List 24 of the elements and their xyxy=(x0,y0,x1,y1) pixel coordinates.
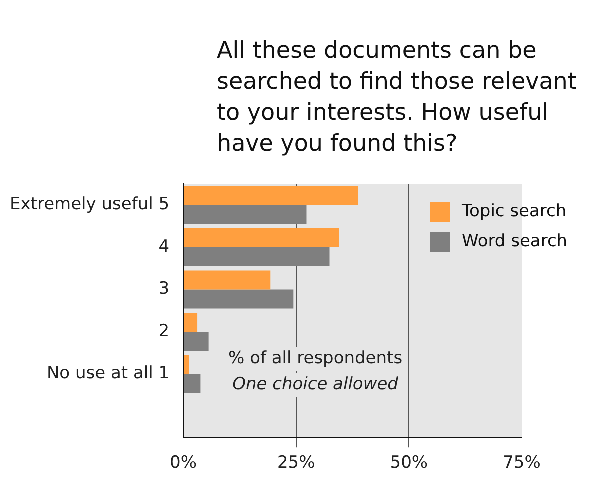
x-tick-label: 0% xyxy=(170,453,198,474)
annotation: One choice allowed xyxy=(232,374,399,395)
y-tick-label: 2 xyxy=(158,321,170,342)
x-tick-label: 50% xyxy=(390,453,428,474)
bar xyxy=(184,270,271,290)
y-tick-label: 4 xyxy=(158,236,170,257)
y-tick-label: Extremely useful 5 xyxy=(10,194,170,215)
annotation: % of all respondents xyxy=(228,348,403,369)
y-tick-label: No use at all 1 xyxy=(46,364,170,384)
y-tick-label: 3 xyxy=(158,279,170,300)
bar xyxy=(184,355,190,374)
bar xyxy=(184,186,358,206)
bar xyxy=(184,205,307,224)
bar xyxy=(184,374,201,394)
chart-title: All these documents can be searched to find those relevant to your interests. How useful have you found this? xyxy=(217,37,578,159)
bar xyxy=(184,228,340,248)
x-tick-label: 25% xyxy=(277,453,316,474)
bar xyxy=(184,290,294,309)
x-tick-label: 75% xyxy=(503,453,541,474)
legend-label: Topic search xyxy=(461,202,567,222)
bar xyxy=(184,332,209,352)
legend-label: Word search xyxy=(462,232,568,252)
bar xyxy=(184,248,330,267)
bar xyxy=(184,313,198,332)
